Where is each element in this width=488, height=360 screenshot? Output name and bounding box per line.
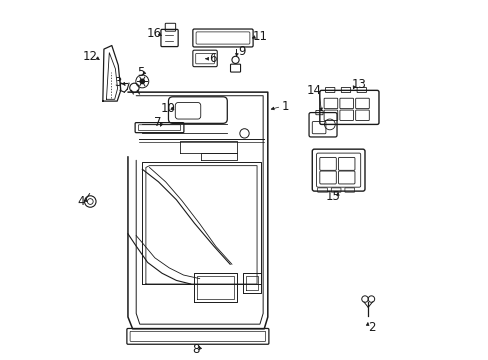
Text: 8: 8 [192, 343, 200, 356]
Text: 2: 2 [367, 320, 375, 333]
Text: 14: 14 [306, 84, 321, 97]
Text: 15: 15 [325, 190, 340, 203]
Text: 16: 16 [146, 27, 162, 40]
Text: 12: 12 [82, 50, 98, 63]
Text: 10: 10 [161, 103, 176, 116]
Text: 1: 1 [282, 100, 289, 113]
Text: 13: 13 [351, 78, 366, 91]
Text: 4: 4 [78, 195, 85, 208]
Text: 3: 3 [114, 76, 122, 89]
Text: 9: 9 [237, 45, 245, 58]
Text: 11: 11 [253, 30, 267, 43]
Text: 5: 5 [137, 66, 144, 79]
Text: 6: 6 [209, 52, 217, 65]
Circle shape [139, 78, 145, 84]
Text: 7: 7 [154, 116, 161, 129]
